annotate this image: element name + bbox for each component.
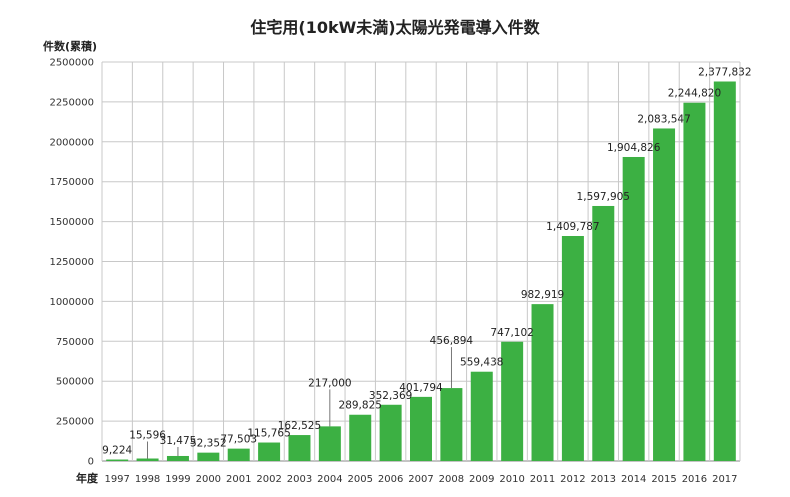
bars: [106, 81, 736, 462]
data-label: 559,438: [460, 357, 503, 369]
y-tick-label: 1000000: [49, 297, 94, 308]
x-tick-label: 1999: [165, 474, 190, 485]
y-tick-label: 1750000: [49, 177, 94, 188]
x-tick-label: 2012: [560, 474, 585, 485]
x-tick-label: 2017: [712, 474, 737, 485]
x-tick-label: 2003: [287, 474, 312, 485]
bar: [227, 448, 250, 461]
bar: [136, 458, 159, 461]
y-tick-label: 2500000: [49, 58, 94, 69]
bar: [501, 341, 524, 461]
data-label: 1,904,826: [607, 142, 661, 154]
data-labels: 9,224 15,59631,47552,35277,503115,765162,…: [102, 66, 752, 459]
x-tick-label: 1998: [135, 474, 160, 485]
x-tick-label: 2002: [256, 474, 281, 485]
bar: [470, 371, 493, 461]
data-label: 2,083,547: [637, 113, 690, 125]
y-tick-label: 1500000: [49, 217, 94, 228]
bar: [410, 396, 432, 461]
bar: [653, 128, 676, 462]
data-label: 456,894: [430, 335, 474, 347]
bar: [379, 404, 402, 461]
y-tick-label: 2250000: [49, 97, 94, 108]
bar: [440, 388, 463, 461]
x-tick-label: 2007: [408, 474, 433, 485]
x-tick-label: 1997: [104, 474, 129, 485]
bar: [531, 304, 554, 461]
data-label: 217,000: [308, 377, 351, 389]
x-tick-label: 2001: [226, 474, 251, 485]
y-tick-label: 750000: [56, 337, 94, 348]
bar: [258, 442, 281, 461]
y-tick-label: 500000: [56, 377, 94, 388]
bar: [683, 102, 706, 461]
bar: [561, 235, 584, 461]
x-axis-title: 年度: [76, 471, 99, 485]
x-tick-label: 2014: [621, 474, 646, 485]
x-axis-ticks: 1997 1998 1999 2000 2001 2002 2003 2004 2005 2006…: [104, 474, 737, 485]
x-tick-label: 2016: [682, 474, 707, 485]
x-tick-label: 2005: [348, 474, 373, 485]
bar: [349, 414, 372, 461]
data-label: 1,597,905: [577, 191, 630, 203]
y-axis-title: 件数(累積): [43, 39, 97, 53]
bar: [713, 81, 736, 461]
y-axis-ticks: 0 250000 500000 750000 1000000 1250000 1500000…: [49, 58, 94, 468]
chart-title: 住宅用(10kW未満)太陽光発電導入件数: [250, 18, 540, 37]
x-tick-label: 2008: [439, 474, 464, 485]
x-tick-label: 2004: [317, 474, 342, 485]
x-tick-label: 2009: [469, 474, 494, 485]
x-tick-label: 2000: [196, 474, 221, 485]
data-label: 162,525: [278, 420, 321, 432]
x-tick-label: 2011: [530, 474, 555, 485]
x-tick-label: 2013: [591, 474, 616, 485]
y-tick-label: 0: [88, 457, 94, 468]
y-tick-label: 250000: [56, 417, 94, 428]
data-label: 52,352: [190, 438, 227, 450]
y-tick-label: 2000000: [49, 137, 94, 148]
data-label: 747,102: [490, 327, 533, 339]
y-tick-label: 1250000: [49, 257, 94, 268]
data-label: 115,765: [247, 428, 290, 440]
bar: [592, 205, 615, 461]
x-tick-label: 2006: [378, 474, 403, 485]
bar: [166, 455, 189, 461]
gridlines: [101, 61, 741, 462]
data-label: 2,377,832: [698, 66, 751, 78]
data-label: 352,369: [369, 390, 412, 402]
bar: [622, 156, 645, 461]
bar: [288, 435, 311, 461]
data-label: 1,409,787: [546, 221, 599, 233]
x-tick-label: 2010: [499, 474, 524, 485]
data-label: 77,503: [220, 434, 257, 446]
data-label: 9,224: [102, 445, 132, 457]
data-label: 289,825: [339, 400, 382, 412]
data-label: 31,475: [160, 435, 197, 447]
x-tick-label: 2015: [651, 474, 676, 485]
bar: [197, 452, 220, 461]
data-label: 15,596: [129, 430, 166, 442]
data-label: 2,244,820: [668, 88, 721, 100]
bar: [106, 459, 129, 461]
data-label: 982,919: [521, 289, 564, 301]
data-label: 401,794: [399, 382, 443, 394]
bar: [318, 426, 341, 461]
